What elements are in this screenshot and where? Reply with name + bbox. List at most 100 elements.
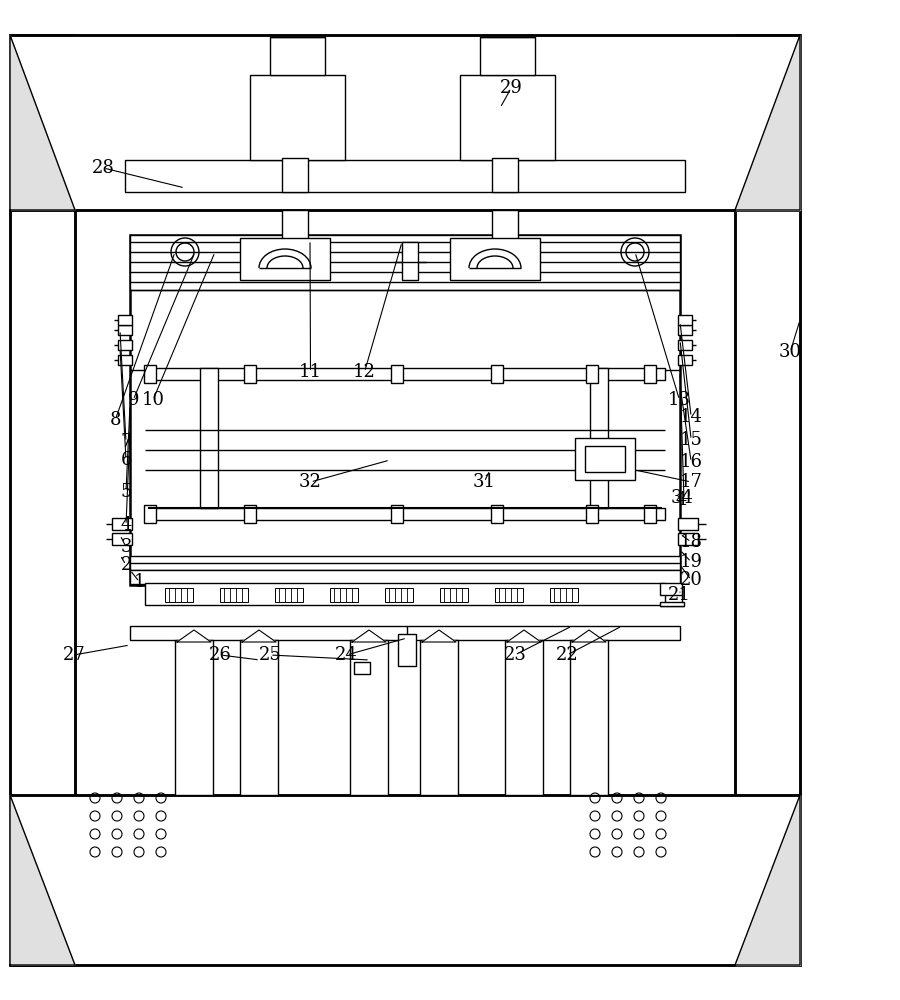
Bar	[678, 518, 698, 530]
Text: 29: 29	[500, 79, 523, 97]
Bar	[240, 640, 278, 795]
Bar	[398, 634, 416, 666]
Bar	[491, 505, 503, 523]
Text: 13: 13	[668, 391, 691, 409]
Bar	[644, 505, 656, 523]
Text: 4: 4	[121, 516, 131, 534]
Bar	[491, 365, 503, 383]
Bar	[480, 37, 535, 75]
Bar	[244, 365, 256, 383]
Bar	[118, 315, 132, 325]
Text: 34: 34	[670, 489, 694, 507]
Polygon shape	[507, 630, 541, 642]
Bar	[118, 340, 132, 350]
Text: 7: 7	[121, 433, 131, 451]
Bar	[130, 556, 680, 570]
Text: 15: 15	[680, 431, 703, 449]
Bar	[130, 570, 680, 584]
Bar	[10, 35, 800, 210]
Text: 2: 2	[121, 556, 131, 574]
Text: 1: 1	[134, 573, 145, 591]
Bar	[130, 235, 680, 585]
Bar	[175, 640, 213, 795]
Bar	[660, 602, 684, 606]
Text: 6: 6	[121, 451, 131, 469]
Polygon shape	[242, 630, 276, 642]
Bar	[144, 365, 156, 383]
Polygon shape	[10, 795, 75, 965]
Bar	[220, 588, 248, 602]
Polygon shape	[735, 795, 800, 965]
Bar	[275, 588, 303, 602]
Bar	[10, 795, 800, 965]
Bar	[145, 508, 665, 520]
Text: 32: 32	[299, 473, 322, 491]
Text: 21: 21	[668, 586, 691, 604]
Bar	[144, 505, 156, 523]
Bar	[550, 588, 578, 602]
Bar	[145, 368, 665, 380]
Text: 4': 4'	[676, 491, 692, 509]
Bar	[735, 35, 800, 965]
Bar	[678, 355, 692, 365]
Bar	[244, 505, 256, 523]
Bar	[391, 505, 403, 523]
Bar	[130, 626, 680, 640]
Bar	[460, 75, 555, 160]
Text: 30: 30	[778, 343, 802, 361]
Bar	[250, 75, 345, 160]
Text: 10: 10	[141, 391, 165, 409]
Bar	[420, 640, 458, 795]
Text: 26: 26	[209, 646, 232, 664]
Text: 25: 25	[258, 646, 282, 664]
Text: 14: 14	[680, 408, 703, 426]
Bar	[270, 37, 325, 75]
Text: 9: 9	[128, 391, 139, 409]
Bar	[505, 640, 543, 795]
Bar	[586, 505, 598, 523]
Bar	[492, 158, 518, 192]
Bar	[145, 583, 665, 605]
Bar	[570, 640, 608, 795]
Text: 16: 16	[680, 453, 703, 471]
Bar	[586, 365, 598, 383]
Text: 31: 31	[472, 473, 496, 491]
Text: 18: 18	[680, 533, 703, 551]
Text: 12: 12	[353, 363, 376, 381]
Bar	[118, 325, 132, 335]
Polygon shape	[10, 35, 75, 210]
Bar	[130, 235, 680, 290]
Polygon shape	[352, 630, 386, 642]
Text: 23: 23	[503, 646, 526, 664]
Bar	[678, 325, 692, 335]
Bar	[391, 365, 403, 383]
Bar	[200, 368, 218, 508]
Bar	[590, 368, 608, 508]
Text: 24: 24	[335, 646, 358, 664]
Text: 3: 3	[121, 538, 131, 556]
Bar	[660, 583, 682, 595]
Polygon shape	[572, 630, 606, 642]
Bar	[678, 315, 692, 325]
Text: 22: 22	[555, 646, 579, 664]
Text: 28: 28	[92, 159, 115, 177]
Polygon shape	[735, 35, 800, 210]
Bar	[495, 588, 523, 602]
Bar	[402, 242, 418, 280]
Bar	[10, 35, 75, 965]
Bar	[165, 588, 193, 602]
Bar	[350, 640, 388, 795]
Text: 5: 5	[121, 483, 131, 501]
Bar	[644, 365, 656, 383]
Text: 19: 19	[680, 553, 703, 571]
Bar	[450, 238, 540, 280]
Bar	[112, 518, 132, 530]
Bar	[112, 533, 132, 545]
Polygon shape	[422, 630, 456, 642]
Text: 27: 27	[62, 646, 86, 664]
Text: 8: 8	[110, 411, 121, 429]
Bar	[585, 446, 625, 472]
Bar	[678, 533, 698, 545]
Bar	[678, 340, 692, 350]
Text: 20: 20	[680, 571, 703, 589]
